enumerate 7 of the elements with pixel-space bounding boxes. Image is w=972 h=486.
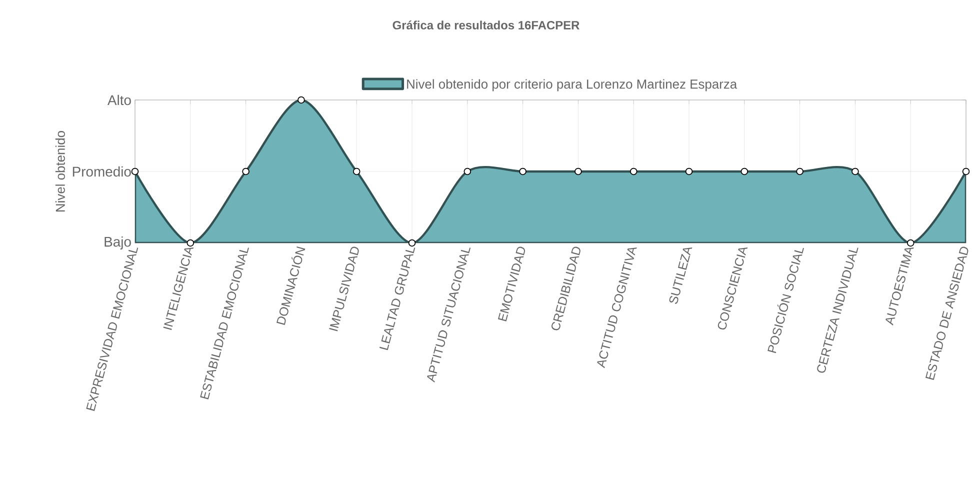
text: Alto [107, 94, 131, 106]
text: Bajo [104, 236, 131, 250]
text: Promedio [72, 166, 131, 177]
chart-title: Gráfica de resultados 16FACPER [392, 20, 580, 30]
y-axis-title: Nivel obtenido [55, 131, 65, 212]
x-tick-label: LEALTAD GRUPAL [379, 248, 416, 350]
legend-label: Nivel obtenido por criterio para Lorenzo Martinez Esparza [407, 79, 738, 92]
